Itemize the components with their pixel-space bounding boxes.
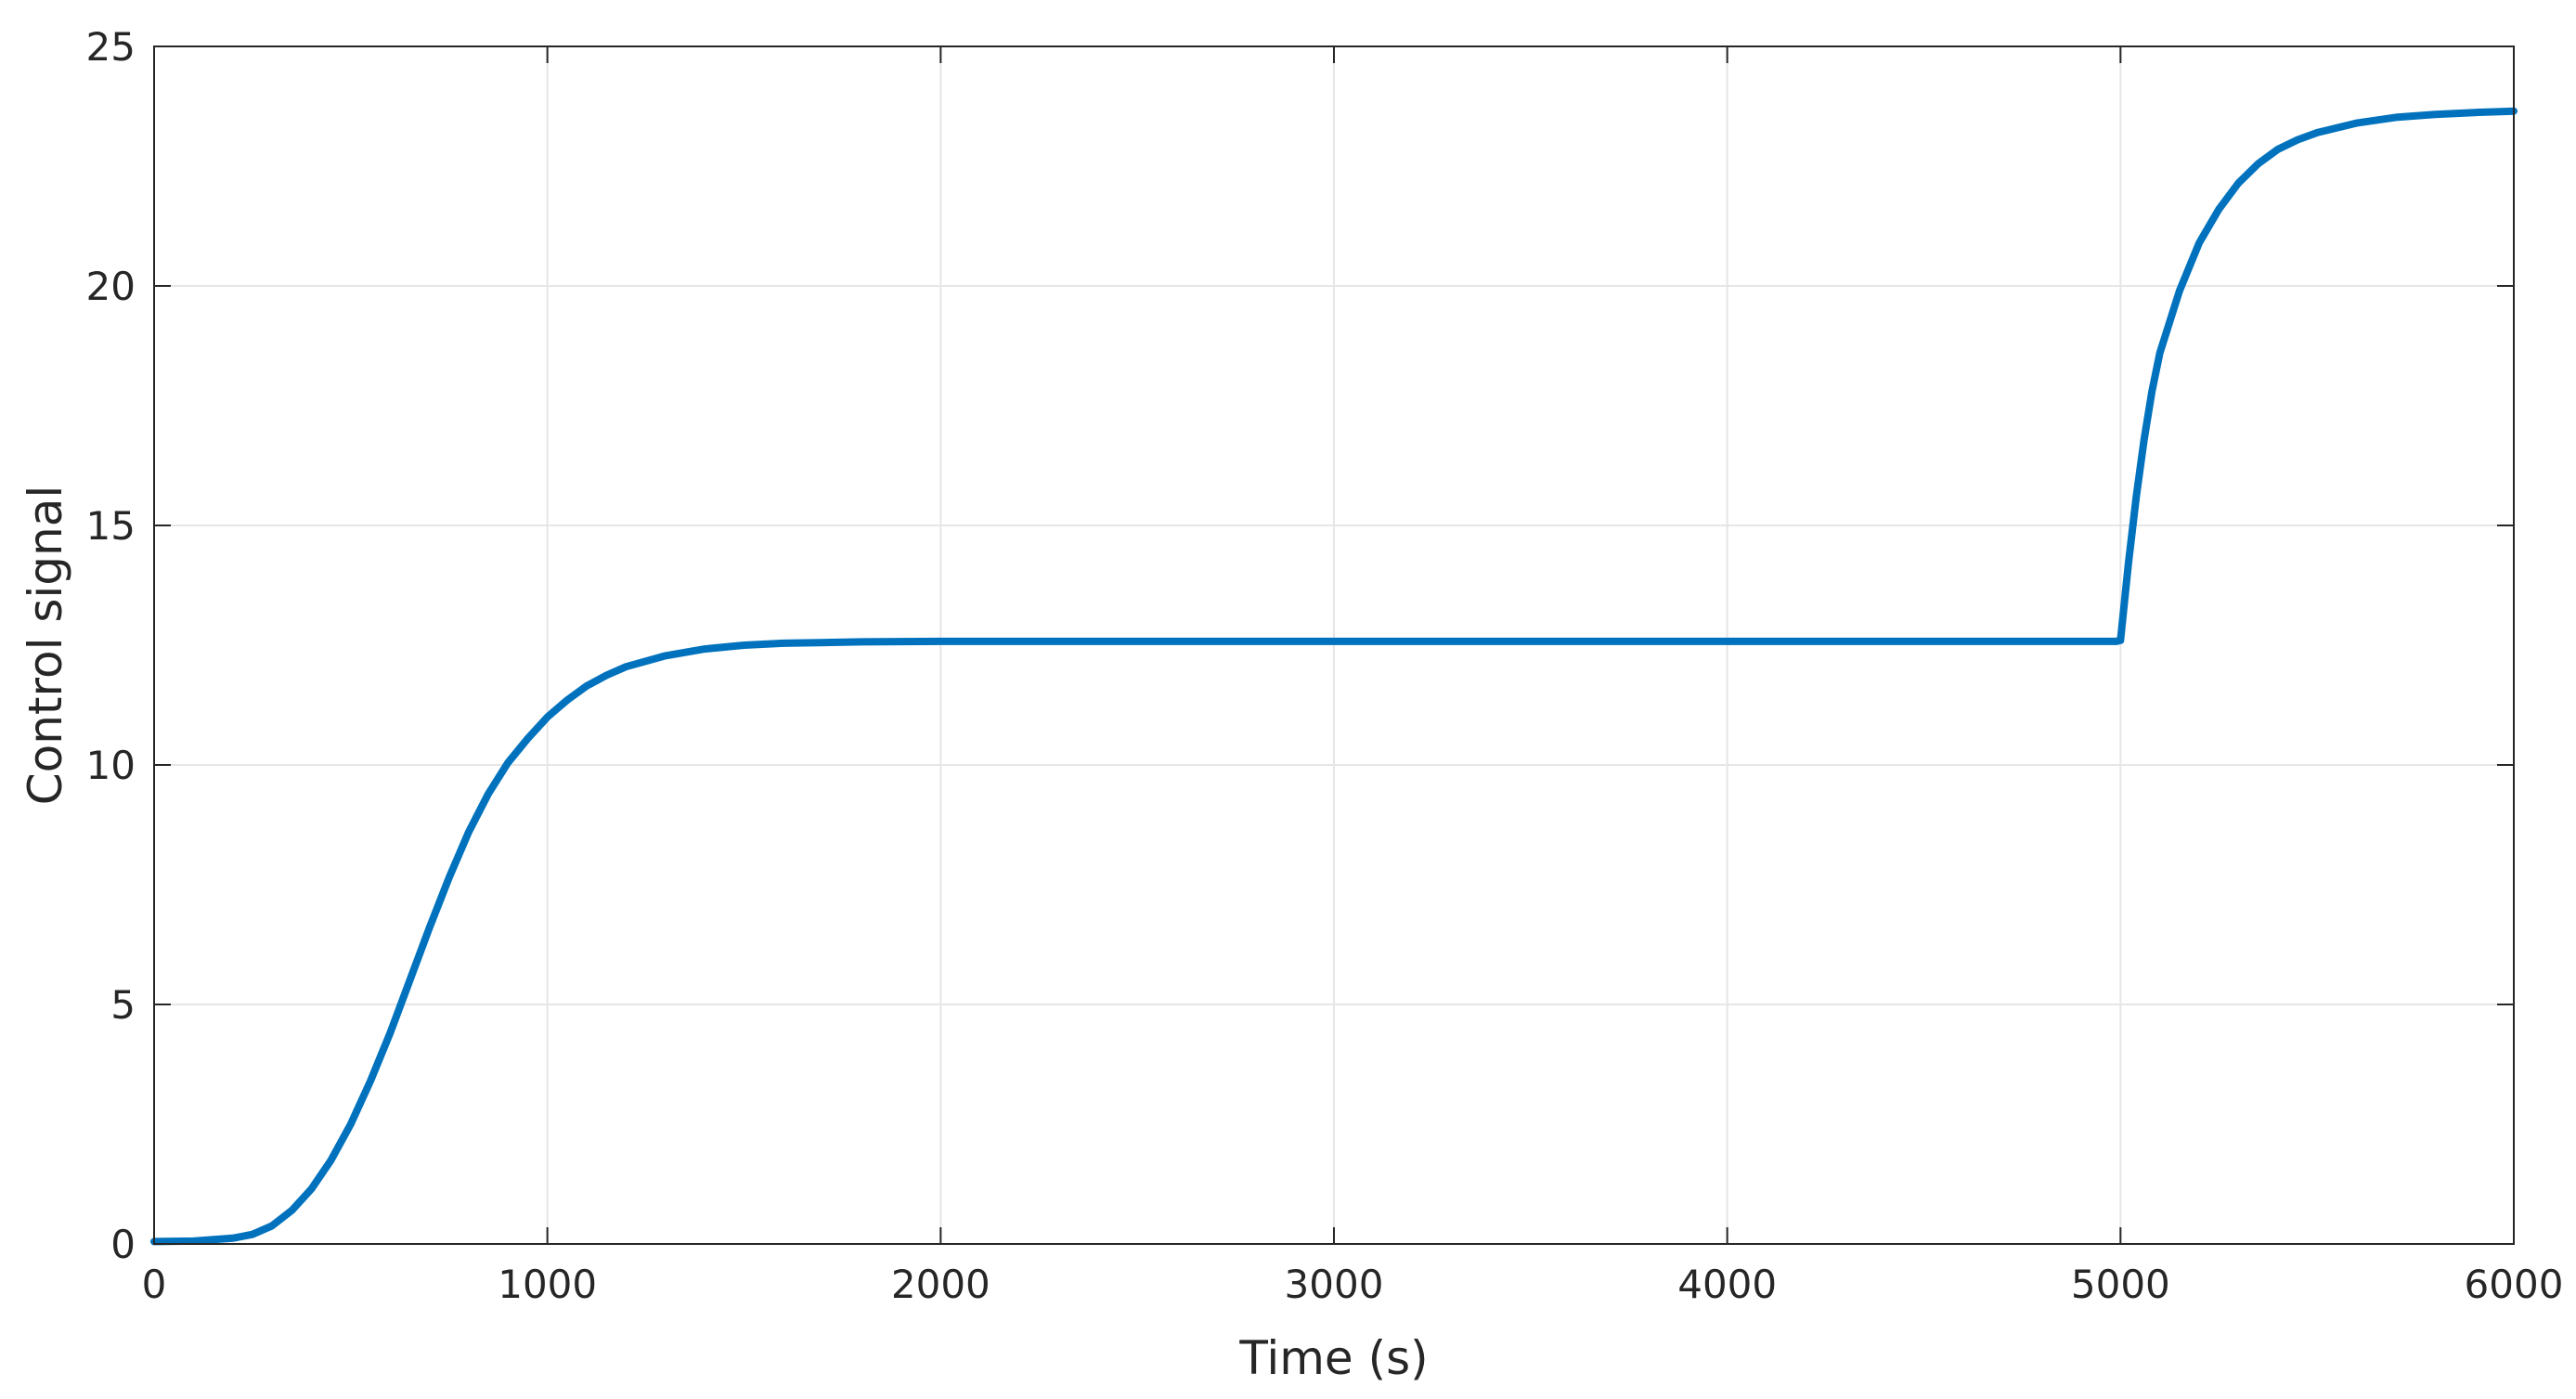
y-tick-label: 20 — [86, 264, 136, 309]
y-tick-label: 10 — [86, 743, 136, 788]
x-tick-label: 1000 — [498, 1262, 597, 1307]
x-tick-label: 6000 — [2465, 1262, 2564, 1307]
x-tick-label: 3000 — [1285, 1262, 1384, 1307]
x-tick-label: 0 — [142, 1262, 167, 1307]
x-tick-labels: 0 1000 2000 3000 4000 5000 6000 — [142, 1262, 2564, 1307]
y-tick-labels: 0 5 10 15 20 25 — [86, 24, 136, 1267]
y-tick-label: 15 — [86, 503, 136, 549]
y-tick-label: 0 — [110, 1222, 136, 1267]
x-tick-label: 4000 — [1677, 1262, 1777, 1307]
y-tick-label: 25 — [86, 24, 136, 70]
y-axis-title: Control signal — [19, 486, 72, 806]
x-axis-title: Time (s) — [1238, 1331, 1428, 1385]
x-tick-label: 2000 — [891, 1262, 990, 1307]
x-tick-label: 5000 — [2071, 1262, 2170, 1307]
y-tick-label: 5 — [110, 982, 136, 1028]
